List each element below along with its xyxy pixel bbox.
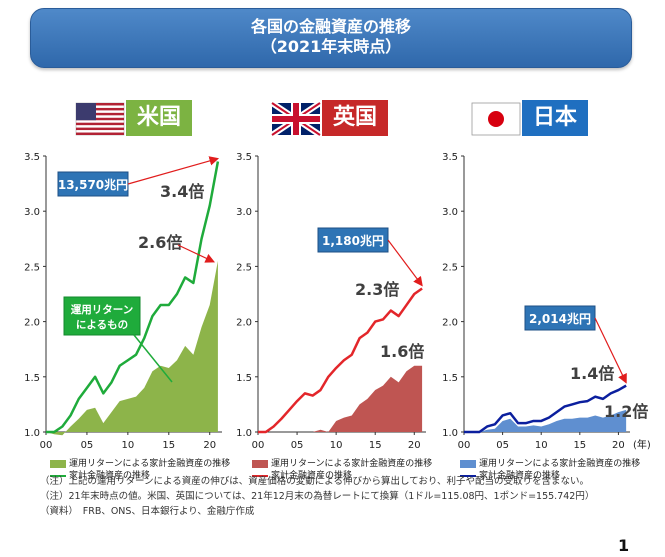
callout-arrow: [594, 317, 627, 384]
legend-line-label: 家計金融資産の推移: [479, 471, 561, 481]
x-axis-unit: (年): [633, 438, 651, 451]
area-series-return: [464, 409, 627, 432]
total-callout-label: 13,570兆円: [58, 177, 128, 192]
footnotes: （注）上記の運用リターンによる資産の伸びは、資産価格の変動による伸びから算出して…: [40, 474, 594, 519]
legend-line-label: 家計金融資産の推移: [271, 471, 353, 481]
line-series-total: [258, 287, 423, 434]
x-tick-label: 20: [203, 440, 216, 451]
y-tick-label: 1.0: [236, 428, 252, 439]
return-note-pointer: [133, 334, 173, 383]
total-callout-box: [524, 305, 596, 331]
area-series-return: [46, 260, 218, 436]
return-note-box: [63, 296, 141, 336]
legend-line-swatch: [50, 475, 66, 477]
return-note-line-2: によるもの: [76, 319, 128, 331]
legend-uk: 運用リターンによる家計金融資産の推移 家計金融資産の推移: [252, 458, 432, 482]
x-tick-label: 15: [369, 440, 382, 451]
total-callout-label: 1,180兆円: [322, 233, 384, 248]
y-tick-label: 2.0: [442, 318, 458, 329]
country-label-jp: 日本: [522, 100, 588, 136]
y-tick-label: 2.0: [24, 318, 40, 329]
legend-jp: 運用リターンによる家計金融資産の推移 家計金融資産の推移: [460, 458, 640, 482]
x-tick-label: 20: [408, 440, 421, 451]
total-callout-box: [57, 171, 129, 197]
x-tick-label: 05: [291, 440, 304, 451]
legend-us: 運用リターンによる家計金融資産の推移 家計金融資産の推移: [50, 458, 230, 482]
x-tick-label: 10: [535, 440, 548, 451]
y-tick-label: 3.5: [442, 152, 458, 163]
footnote-3: （資料） FRB、ONS、日本銀行より、金融庁作成: [40, 506, 255, 517]
x-tick-label: 05: [81, 440, 94, 451]
y-tick-label: 2.5: [442, 262, 458, 273]
line-multiplier-label: 2.3倍: [355, 280, 399, 299]
y-tick-label: 3.0: [24, 207, 40, 218]
y-tick-label: 3.5: [236, 152, 252, 163]
x-tick-label: 15: [162, 440, 175, 451]
japan-flag-icon: [471, 102, 521, 136]
line-multiplier-label: 3.4倍: [160, 182, 204, 201]
x-tick-label: 05: [496, 440, 509, 451]
x-tick-label: 15: [573, 440, 586, 451]
area-multiplier-label: 1.6倍: [380, 342, 424, 361]
legend-area-label: 運用リターンによる家計金融資産の推移: [69, 459, 231, 469]
y-tick-label: 3.0: [236, 207, 252, 218]
area-multiplier-label: 1.2倍: [604, 402, 648, 421]
callout-arrow: [127, 156, 220, 185]
y-tick-label: 3.5: [24, 152, 40, 163]
footnote-1: （注）上記の運用リターンによる資産の伸びは、資産価格の変動による伸びから算出して…: [40, 476, 590, 487]
legend-line-label: 家計金融資産の推移: [69, 471, 151, 481]
y-tick-label: 2.0: [236, 318, 252, 329]
page-title: 各国の金融資産の推移: [250, 17, 411, 36]
area-arrow: [177, 244, 215, 263]
callout-arrow: [387, 239, 423, 287]
y-tick-label: 1.5: [24, 373, 40, 384]
area-multiplier-label: 2.6倍: [138, 233, 182, 252]
legend-line-swatch: [460, 475, 476, 477]
legend-area-swatch: [460, 460, 476, 468]
area-series-return: [258, 365, 423, 432]
y-tick-label: 3.0: [442, 207, 458, 218]
legend-area-swatch: [50, 460, 66, 468]
legend-line-swatch: [252, 475, 268, 477]
x-tick-label: 00: [458, 440, 471, 451]
x-tick-label: 00: [252, 440, 265, 451]
uk-flag-icon: [270, 100, 322, 138]
y-tick-label: 2.5: [236, 262, 252, 273]
us-flag-icon: [75, 102, 125, 136]
legend-area-label: 運用リターンによる家計金融資産の推移: [479, 459, 641, 469]
line-series-total: [464, 384, 627, 434]
y-tick-label: 1.0: [442, 428, 458, 439]
line-multiplier-label: 1.4倍: [570, 364, 614, 383]
legend-area-swatch: [252, 460, 268, 468]
y-tick-label: 1.5: [442, 373, 458, 384]
x-tick-label: 20: [612, 440, 625, 451]
legend-area-label: 運用リターンによる家計金融資産の推移: [271, 459, 433, 469]
y-tick-label: 1.0: [24, 428, 40, 439]
y-tick-label: 1.5: [236, 373, 252, 384]
country-label-us: 米国: [126, 100, 192, 136]
return-note-line-1: 運用リターン: [71, 304, 133, 316]
footnote-2: （注）21年末時点の値。米国、英国については、21年12月末の為替レートにて換算…: [40, 491, 595, 502]
y-tick-label: 2.5: [24, 262, 40, 273]
title-banner: 各国の金融資産の推移 （2021年末時点）: [30, 8, 632, 68]
x-tick-label: 10: [121, 440, 134, 451]
x-tick-label: 00: [40, 440, 53, 451]
line-series-total: [46, 161, 220, 434]
page-number: 1: [618, 536, 630, 555]
page-subtitle: （2021年末時点）: [260, 37, 402, 56]
country-label-uk: 英国: [322, 100, 388, 136]
total-callout-label: 2,014兆円: [529, 311, 591, 326]
x-tick-label: 10: [330, 440, 343, 451]
